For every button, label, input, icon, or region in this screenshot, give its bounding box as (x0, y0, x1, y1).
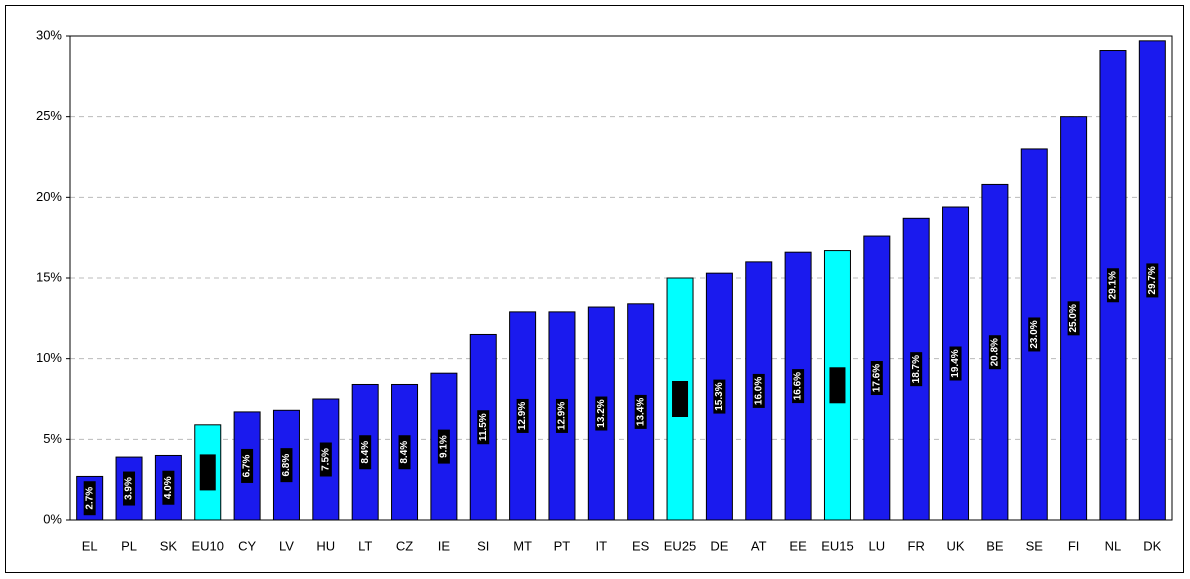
value-label: 29.1% (1108, 271, 1119, 299)
value-label-box (83, 481, 96, 516)
x-tick-label: LT (358, 538, 372, 553)
value-label: 20.8% (990, 338, 1001, 366)
value-label-box (123, 471, 136, 506)
value-label: 23.0% (1029, 320, 1040, 348)
value-label-box (792, 369, 805, 404)
value-label-box (280, 448, 293, 483)
x-tick-label: AT (751, 538, 767, 553)
value-label-box (477, 410, 490, 445)
bar (784, 251, 812, 521)
value-label: 12.9% (557, 402, 568, 430)
value-label-box (359, 435, 372, 470)
x-tick-label: DK (1143, 538, 1161, 553)
value-label-box (752, 373, 765, 408)
x-tick-label: EU25 (664, 538, 697, 553)
value-label-box (398, 435, 411, 470)
plot-frame (69, 35, 1173, 521)
value-label: 9.1% (439, 435, 450, 458)
x-tick-label: LU (869, 538, 886, 553)
value-label-box (672, 381, 689, 417)
bar (272, 409, 300, 521)
value-label-box (634, 394, 647, 429)
x-tick-label: MT (513, 538, 532, 553)
x-tick-label: SI (477, 538, 489, 553)
y-tick-label: 25% (36, 108, 62, 123)
x-tick-label: IE (438, 538, 451, 553)
bar (154, 454, 182, 521)
value-label: 16.6% (793, 372, 804, 400)
value-label-box (829, 367, 846, 404)
x-tick-label: EU10 (191, 538, 224, 553)
x-tick-label: ES (632, 538, 650, 553)
x-tick-label: BE (986, 538, 1004, 553)
value-label: 4.0% (163, 476, 174, 499)
value-label-box (910, 352, 923, 387)
x-tick-label: PL (121, 538, 137, 553)
value-label: 13.2% (596, 399, 607, 427)
y-tick-label: 5% (43, 431, 62, 446)
y-tick-label: 15% (36, 269, 62, 284)
x-tick-label: FR (908, 538, 925, 553)
x-tick-label: NL (1105, 538, 1122, 553)
x-tick-label: FI (1068, 538, 1080, 553)
x-tick-label: SK (160, 538, 178, 553)
x-tick-label: CZ (396, 538, 413, 553)
value-label-box (1067, 301, 1080, 336)
x-tick-label: EU15 (821, 538, 854, 553)
value-label-box (199, 454, 216, 491)
x-tick-label: DE (710, 538, 728, 553)
bar (391, 383, 419, 521)
value-label: 11.5% (478, 413, 489, 441)
value-label: 25.0% (1068, 304, 1079, 332)
value-label-box (870, 361, 883, 396)
value-label: 6.8% (281, 454, 292, 477)
value-label: 6.7% (242, 454, 253, 477)
x-tick-label: CY (238, 538, 256, 553)
value-label: 8.4% (399, 441, 410, 464)
x-tick-label: SE (1026, 538, 1044, 553)
value-label-box (988, 335, 1001, 370)
bar (469, 333, 497, 521)
x-tick-label: IT (596, 538, 608, 553)
value-label-box (595, 396, 608, 431)
value-label: 18.7% (911, 355, 922, 383)
y-tick-label: 10% (36, 350, 62, 365)
value-label-box (1028, 317, 1041, 352)
value-label: 12.9% (517, 402, 528, 430)
value-label-box (241, 448, 254, 483)
value-label: 13.4% (635, 398, 646, 426)
value-label-box (949, 346, 962, 381)
value-label: 19.4% (950, 349, 961, 377)
x-tick-label: UK (947, 538, 965, 553)
value-label: 29.7% (1147, 266, 1158, 294)
value-label-box (319, 442, 332, 477)
y-tick-label: 20% (36, 189, 62, 204)
value-label-box (555, 398, 568, 433)
value-label-box (437, 429, 450, 464)
value-label: 7.5% (320, 448, 331, 471)
x-tick-label: EL (82, 538, 98, 553)
x-tick-label: LV (279, 538, 294, 553)
value-label: 3.9% (124, 477, 135, 500)
x-tick-label: PT (554, 538, 571, 553)
y-tick-label: 0% (43, 511, 62, 526)
value-label: 17.6% (871, 364, 882, 392)
value-label-box (162, 470, 175, 505)
x-tick-label: HU (316, 538, 335, 553)
value-label: 16.0% (753, 377, 764, 405)
bar (942, 206, 970, 521)
value-label-box (1106, 268, 1119, 303)
x-tick-label: EE (789, 538, 807, 553)
value-label: 8.4% (360, 441, 371, 464)
value-label-box (516, 398, 529, 433)
value-label-box (1146, 263, 1159, 298)
chart-border (5, 5, 1184, 573)
value-label: 15.3% (714, 382, 725, 410)
y-tick-label: 30% (36, 27, 62, 42)
value-label: 2.7% (84, 487, 95, 510)
value-label-box (713, 379, 726, 414)
